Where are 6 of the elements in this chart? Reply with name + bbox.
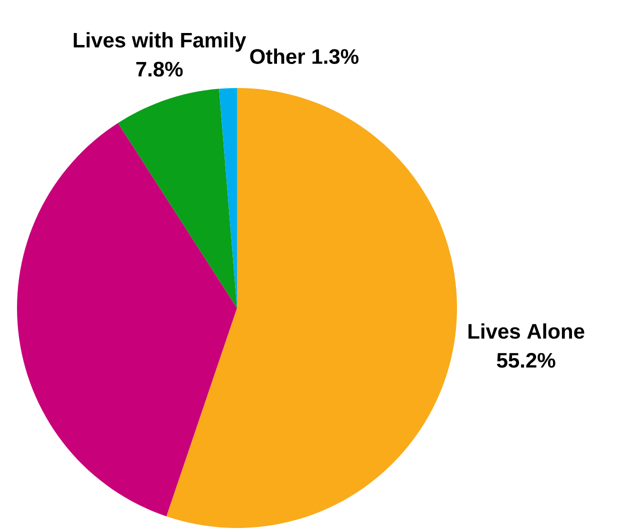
slice-label: Lives with Family: [74, 32, 246, 52]
data-label: 7.8%: [136, 62, 183, 77]
slice-label: Lives Alone: [468, 323, 584, 339]
slice-label: Other: [250, 48, 306, 64]
data-label: 55.2%: [496, 352, 556, 368]
data-label: 1.3%: [312, 49, 358, 64]
